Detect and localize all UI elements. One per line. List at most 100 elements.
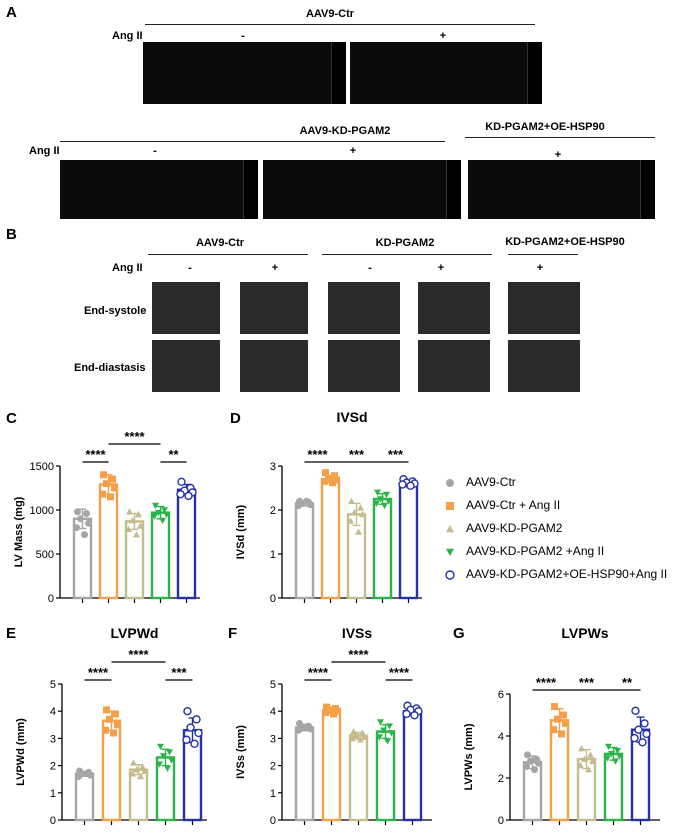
data-point: [129, 770, 136, 777]
data-point: [560, 711, 567, 719]
data-point: [325, 474, 332, 482]
data-point: [446, 502, 454, 510]
mri-group-aav9-ctr: AAV9-Ctr: [195, 237, 245, 249]
y-axis-label: LV Mass (mg): [13, 496, 25, 567]
mri-image: [152, 282, 220, 334]
data-point: [73, 524, 80, 532]
data-point: [141, 767, 148, 774]
data-point: [135, 510, 142, 518]
y-tick-label: 6: [498, 689, 504, 701]
group-line: [60, 141, 445, 142]
mri-image: [418, 282, 490, 334]
sign-plus: +: [554, 149, 562, 161]
y-axis-label: LVPWs (mm): [463, 723, 475, 790]
chart-title: LVPWd: [111, 625, 159, 641]
data-point: [176, 489, 185, 499]
data-point: [168, 757, 175, 764]
data-point: [77, 515, 84, 523]
significance-label: ****: [85, 447, 106, 462]
data-point: [160, 753, 167, 760]
data-point: [446, 548, 454, 556]
bar: [320, 477, 341, 600]
bar: [398, 482, 419, 600]
legend-label: AAV9-KD-PGAM2: [466, 521, 563, 535]
panel-label-e: E: [6, 625, 17, 642]
data-point: [85, 519, 92, 527]
mri-image: [240, 282, 308, 334]
sign: +: [536, 262, 544, 274]
data-point: [163, 511, 170, 518]
significance-label: ****: [308, 665, 329, 680]
data-point: [631, 706, 640, 716]
data-point: [398, 480, 407, 489]
data-point: [581, 755, 588, 762]
data-point: [550, 726, 557, 734]
ang-ii-label: Ang II: [112, 30, 143, 42]
bar: [372, 497, 393, 600]
chart-title: IVSs: [342, 625, 373, 641]
sign-plus: +: [349, 145, 357, 157]
data-point: [604, 755, 611, 762]
data-point: [612, 758, 619, 765]
data-point: [137, 522, 144, 529]
data-point: [348, 497, 355, 504]
bar: [294, 726, 315, 822]
data-point: [102, 726, 109, 734]
group-line: [508, 254, 578, 255]
data-point: [126, 508, 133, 515]
y-tick-label: 2: [498, 773, 504, 785]
bar: [124, 520, 145, 600]
y-tick-label: 1: [270, 549, 276, 561]
data-point: [402, 709, 411, 719]
data-point: [133, 766, 140, 773]
data-point: [107, 493, 114, 501]
data-point: [177, 477, 186, 487]
data-point: [295, 726, 302, 734]
data-point: [109, 475, 116, 483]
data-point: [614, 747, 621, 755]
y-tick-label: 3: [270, 733, 276, 745]
data-point: [445, 570, 455, 580]
data-point: [303, 724, 310, 732]
mri-group-kd-pgam2: KD-PGAM2: [375, 237, 435, 249]
data-point: [321, 477, 328, 485]
significance-label: ****: [128, 647, 149, 662]
data-point: [133, 531, 140, 538]
sign: +: [271, 262, 279, 274]
significance-label: ****: [307, 447, 328, 462]
y-axis-label: IVSd (mm): [235, 504, 247, 559]
legend-label: AAV9-KD-PGAM2 +Ang II: [466, 544, 605, 558]
y-axis-label: LVPWd (mm): [15, 718, 27, 786]
data-point: [410, 711, 419, 720]
echo-image-ctr-ang: [350, 42, 542, 104]
data-point: [446, 479, 454, 487]
mri-image: [328, 282, 400, 334]
data-point: [103, 706, 110, 714]
panel-label-f: F: [228, 625, 238, 642]
data-point: [81, 531, 88, 539]
data-point: [347, 517, 354, 524]
data-point: [383, 491, 390, 499]
echo-group-aav9-ctr: AAV9-Ctr: [305, 8, 355, 20]
echo-image-kd-ang: [263, 160, 461, 219]
data-point: [152, 502, 159, 510]
chart-title: IVSd: [336, 409, 367, 425]
sign: -: [368, 262, 372, 274]
data-point: [114, 721, 121, 729]
data-point: [585, 766, 592, 773]
group-line: [465, 137, 655, 138]
data-point: [386, 723, 393, 730]
data-point: [161, 507, 168, 514]
significance-label: **: [168, 447, 179, 462]
sign-minus: -: [153, 145, 157, 157]
echo-group-kd-oe-hsp90: KD-PGAM2+OE-HSP90: [485, 121, 605, 133]
y-tick-label: 0: [50, 815, 56, 827]
data-point: [322, 469, 329, 477]
y-tick-label: 1: [270, 788, 276, 800]
data-point: [377, 719, 384, 726]
data-point: [186, 723, 195, 732]
data-point: [156, 761, 163, 768]
bar: [346, 513, 367, 600]
data-point: [112, 710, 119, 718]
